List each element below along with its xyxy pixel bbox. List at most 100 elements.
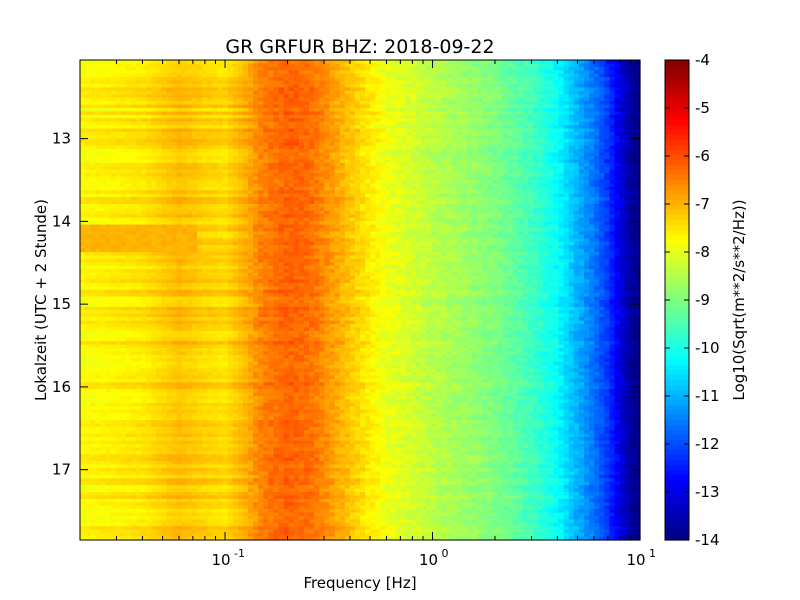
colorbar-tick-label: -6 [695,147,710,165]
colorbar-segment [665,325,689,331]
colorbar-segment [665,100,689,106]
colorbar-segment [665,245,689,251]
colorbar-segment [665,65,689,71]
chart-title: GR GRFUR BHZ: 2018-09-22 [225,36,494,58]
colorbar-tick-label: -5 [695,99,710,117]
y-tick-label: 16 [52,378,71,396]
colorbar-segment [665,235,689,241]
colorbar-tick-label: -14 [695,531,720,549]
colorbar-segment [665,95,689,101]
x-axis-label: Frequency [Hz] [303,574,416,592]
colorbar-segment [665,425,689,431]
colorbar-segment [665,285,689,291]
colorbar-tick-label: -12 [695,435,720,453]
colorbar-segment [665,415,689,421]
colorbar-label: Log10(Sqrt(m**2/s**2/Hz)) [730,199,748,400]
colorbar-segment [665,110,689,116]
y-tick-label: 15 [52,295,71,313]
colorbar-segment [665,115,689,121]
colorbar-segment [665,420,689,426]
colorbar-segment [665,105,689,111]
colorbar-segment [665,460,689,466]
colorbar-segment [665,220,689,226]
colorbar-segment [665,135,689,141]
colorbar-segment [665,475,689,481]
colorbar-segment [665,260,689,266]
colorbar-segment [665,440,689,446]
colorbar-segment [665,145,689,151]
colorbar-segment [665,210,689,216]
colorbar-tick-label: -9 [695,291,710,309]
colorbar-segment [665,250,689,256]
colorbar [665,60,689,541]
colorbar-segment [665,230,689,236]
plot-frame [79,59,641,541]
colorbar-tick-label: -11 [695,387,720,405]
colorbar-segment [665,410,689,416]
colorbar-segment [665,75,689,81]
colorbar-ticks: -4 -5 -6 -7 -8 -9 -10 -11 -12 -13 -14 [665,51,720,549]
colorbar-segment [665,450,689,456]
colorbar-segment [665,485,689,491]
colorbar-segment [665,280,689,286]
colorbar-segment [665,530,689,536]
colorbar-segment [665,150,689,156]
colorbar-segment [665,160,689,166]
colorbar-segment [665,190,689,196]
colorbar-segment [665,300,689,306]
colorbar-segment [665,200,689,206]
colorbar-segment [665,535,689,541]
y-axis-label: Lokalzeit (UTC + 2 Stunde) [32,199,50,401]
colorbar-segment [665,465,689,471]
colorbar-segment [665,155,689,161]
colorbar-segment [665,330,689,336]
colorbar-segment [665,490,689,496]
x-axis-ticks: 10 -1 10 0 10 1 [79,60,656,569]
colorbar-segment [665,500,689,506]
colorbar-segment [665,515,689,521]
colorbar-segment [665,445,689,451]
colorbar-segment [665,175,689,181]
colorbar-segment [665,320,689,326]
colorbar-segment [665,375,689,381]
colorbar-segment [665,205,689,211]
y-tick-label: 14 [52,212,71,230]
colorbar-segment [665,455,689,461]
colorbar-segment [665,395,689,401]
colorbar-segment [665,505,689,511]
colorbar-tick-label: -8 [695,243,710,261]
colorbar-segment [665,355,689,361]
colorbar-segment [665,170,689,176]
colorbar-segment [665,180,689,186]
colorbar-segment [665,90,689,96]
colorbar-segment [665,335,689,341]
colorbar-segment [665,130,689,136]
colorbar-segment [665,390,689,396]
colorbar-segment [665,125,689,131]
colorbar-segment [665,405,689,411]
colorbar-segment [665,185,689,191]
colorbar-segment [665,60,689,66]
colorbar-segment [665,350,689,356]
x-tick-label: 10 0 [419,547,449,569]
colorbar-segment [665,345,689,351]
colorbar-segment [665,365,689,371]
x-tick-label: 10 1 [626,547,656,569]
colorbar-segment [665,265,689,271]
colorbar-segment [665,310,689,316]
colorbar-segment [665,290,689,296]
colorbar-segment [665,430,689,436]
y-tick-label: 17 [52,461,71,479]
colorbar-segment [665,370,689,376]
colorbar-segment [665,510,689,516]
x-tick-label: 10 -1 [211,547,245,569]
y-axis-ticks: 13 14 15 16 17 [52,130,640,479]
colorbar-segment [665,165,689,171]
colorbar-segment [665,470,689,476]
colorbar-segment [665,340,689,346]
colorbar-segment [665,295,689,301]
colorbar-segment [665,305,689,311]
colorbar-segment [665,380,689,386]
colorbar-segment [665,520,689,526]
